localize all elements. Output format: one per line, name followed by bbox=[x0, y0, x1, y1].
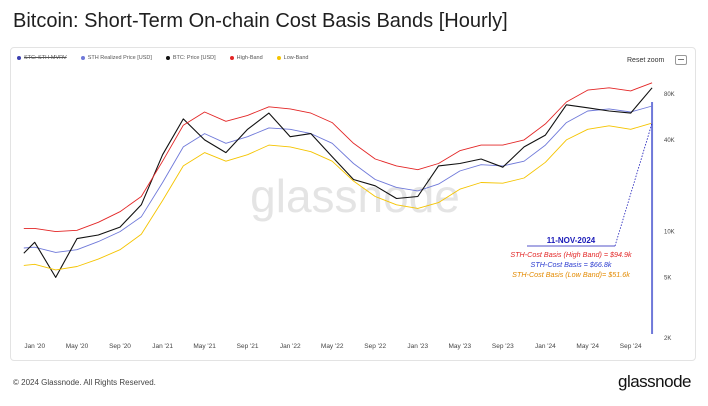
x-tick-label: Sep '20 bbox=[109, 343, 131, 350]
x-tick-label: May '20 bbox=[66, 343, 89, 350]
brand-logo: glassnode bbox=[618, 372, 692, 391]
reset-zoom-button[interactable]: Reset zoom bbox=[627, 57, 665, 64]
legend-label: BTC: Price [USD] bbox=[172, 55, 216, 61]
legend-item-btc-price[interactable]: BTC: Price [USD] bbox=[165, 55, 216, 61]
x-tick-label: Sep '21 bbox=[237, 343, 259, 350]
annotation-leader-line bbox=[614, 122, 653, 247]
legend-item-sth-realized-price[interactable]: STH Realized Price [USD] bbox=[80, 55, 152, 61]
y-tick-label: 40K bbox=[664, 138, 675, 144]
x-tick-label: May '23 bbox=[449, 343, 472, 350]
x-tick-label: Jan '21 bbox=[152, 343, 173, 350]
legend-label: STC: STH-MVRV bbox=[24, 55, 67, 61]
legend-marker-icon bbox=[17, 56, 21, 60]
legend-item-low-band[interactable]: Low-Band bbox=[276, 55, 309, 61]
x-tick-label: Sep '22 bbox=[364, 343, 386, 350]
annotation-high-band: STH-Cost Basis (High Band) = $94.9k bbox=[510, 250, 632, 259]
chart-card: STC: STH-MVRV STH Realized Price [USD] B… bbox=[10, 47, 696, 361]
annotation-low-band: STH-Cost Basis (Low Band)= $51.6k bbox=[512, 270, 630, 279]
legend-label: Low-Band bbox=[283, 55, 309, 61]
legend-marker-icon bbox=[165, 56, 170, 60]
y-tick-label: 2K bbox=[664, 336, 671, 342]
y-tick-label: 10K bbox=[664, 230, 675, 236]
legend-label: High-Band bbox=[236, 55, 263, 61]
y-tick-label: 80K bbox=[664, 92, 675, 98]
series-line-sth-realized-price-usd bbox=[23, 105, 653, 253]
legend-marker-icon bbox=[276, 56, 281, 60]
x-tick-label: May '22 bbox=[321, 343, 344, 350]
series-line-high-band bbox=[23, 82, 653, 233]
legend-item-sth-mvrv[interactable]: STC: STH-MVRV bbox=[17, 55, 67, 61]
x-tick-label: May '24 bbox=[576, 343, 599, 350]
legend-marker-icon bbox=[229, 56, 234, 60]
x-tick-label: May '21 bbox=[193, 343, 216, 350]
chart-title: Bitcoin: Short-Term On-chain Cost Basis … bbox=[13, 10, 508, 32]
annotation-date: 11-NOV-2024 bbox=[547, 236, 596, 245]
x-tick-label: Jan '20 bbox=[24, 343, 45, 350]
y-tick-label: 5K bbox=[664, 275, 671, 281]
chart-legend: STC: STH-MVRV STH Realized Price [USD] B… bbox=[17, 55, 308, 61]
legend-label: STH Realized Price [USD] bbox=[87, 55, 152, 61]
x-tick-label: Jan '23 bbox=[407, 343, 428, 350]
watermark: glassnode bbox=[250, 170, 460, 222]
x-tick-label: Jan '22 bbox=[280, 343, 301, 350]
x-tick-label: Sep '23 bbox=[492, 343, 514, 350]
series-line-btc-price-usd bbox=[23, 87, 653, 278]
series-line-low-band bbox=[23, 122, 653, 271]
legend-marker-icon bbox=[80, 56, 85, 60]
annotation-cost-basis: STH-Cost Basis = $66.8k bbox=[531, 260, 612, 269]
x-tick-label: Sep '24 bbox=[620, 343, 642, 350]
menu-icon[interactable] bbox=[675, 55, 687, 65]
copyright-text: © 2024 Glassnode. All Rights Reserved. bbox=[13, 378, 156, 387]
legend-item-high-band[interactable]: High-Band bbox=[229, 55, 263, 61]
x-tick-label: Jan '24 bbox=[535, 343, 556, 350]
